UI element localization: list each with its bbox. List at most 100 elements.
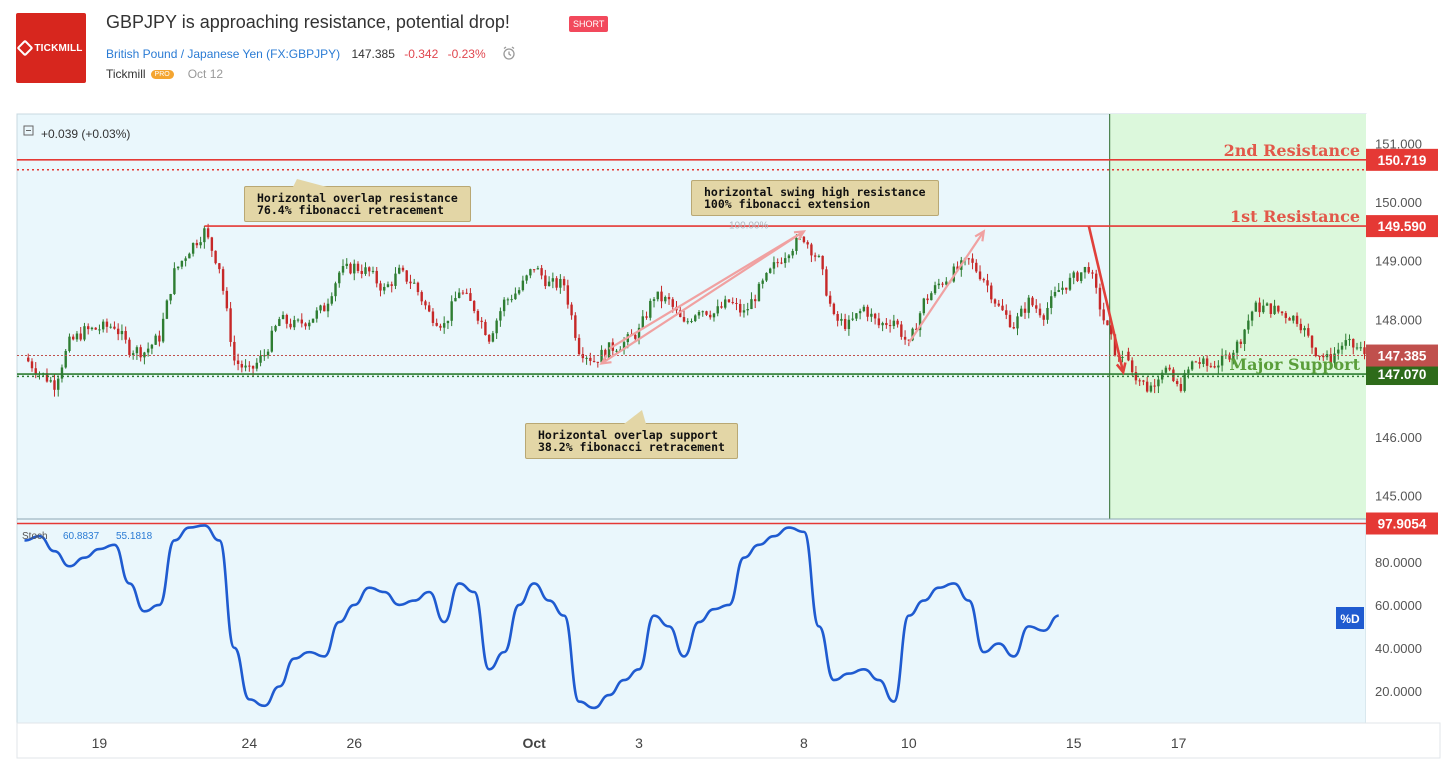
candle-body [1359,347,1362,349]
alarm-clock-icon[interactable] [501,45,517,64]
candle-body [1194,361,1198,363]
candle-body [1254,302,1258,312]
forecast-candles [1127,297,1366,394]
candle-body [195,242,199,246]
author-name[interactable]: Tickmill [106,67,146,81]
candle-body [457,292,461,298]
candle-body [240,363,244,368]
candle-body [334,283,337,297]
candle-body [248,365,251,367]
candle-body [1091,272,1094,274]
candle-body [484,321,487,336]
price-tick-label: 145.000 [1375,489,1422,504]
stoch-label: Stoch [22,531,48,542]
candle-body [128,339,131,355]
fib-extension-arrow-head [974,229,986,242]
candle-body [90,327,94,330]
candle-body [1087,267,1090,273]
candle-body [1035,305,1038,309]
candle-body [570,304,573,316]
candle-body [768,268,772,273]
candle-body [525,275,528,281]
symbol-code[interactable]: (FX:GBPJPY) [266,47,341,61]
candle-body [1299,323,1302,331]
candle-body [765,272,768,281]
candle-body [1175,381,1179,384]
candle-body [1095,273,1098,288]
candle-body [832,303,836,315]
candle-body [697,311,701,316]
candle-body [862,306,866,312]
candle-body [105,321,109,327]
candle-body [113,326,116,329]
candle-body [1318,355,1321,357]
candle-body [982,279,985,281]
candle-body [866,306,869,317]
candle-body [746,309,749,311]
candle-body [1295,315,1299,324]
candle-body [843,318,847,330]
candle-body [821,255,824,270]
stoch-value-k: 60.8837 [63,531,100,542]
candle-body [323,305,326,312]
candle-body [813,255,817,257]
candle-body [634,334,637,339]
candle-body [191,242,195,254]
candle-body [394,273,397,286]
candle-body [1061,287,1064,290]
price-change-pct: -0.23% [447,47,486,61]
candle-body [390,284,393,286]
candle-body [491,333,495,342]
candle-body [469,293,472,301]
candle-body [409,281,412,284]
level-price-tag [1366,344,1438,367]
candle-body [45,373,49,382]
candle-body [709,314,712,318]
candle-body [1157,379,1160,387]
annotation-resistance-overlap: Horizontal overlap resistance 76.4% fibo… [244,179,471,222]
candle-body [251,365,255,369]
candle-body [701,311,704,313]
candle-body [420,292,423,302]
candle-body [1106,320,1109,326]
candle-body [1235,341,1239,353]
candle-body [656,291,659,300]
candle-body [1363,347,1366,355]
drop-arrow [1087,225,1125,373]
candle-body [296,319,300,321]
candle-body [60,367,64,379]
candle-body [263,355,266,357]
candle-body [1314,347,1317,356]
candle-body [1220,355,1224,366]
candle-body [308,322,311,327]
candle-body [724,299,727,308]
candle-body [589,357,592,361]
candle-body [915,328,918,331]
candle-body [109,326,112,328]
candle-body [405,270,408,282]
candle-body [1213,366,1216,368]
time-tick-label: Oct [522,735,546,751]
candle-body [888,325,892,327]
candle-body [1121,356,1124,358]
candle-body [300,319,303,324]
candle-body [694,315,697,322]
candle-body [338,272,341,284]
candle-body [649,300,652,318]
candle-body [450,301,453,321]
candle-body [1337,349,1340,354]
tickmill-logo[interactable]: TICKMILL [16,13,86,83]
candle-body [622,342,626,350]
candle-body [1280,311,1284,314]
candle-body [742,310,746,313]
candle-body [1050,296,1053,308]
stoch-level-label: 97.9054 [1378,516,1427,531]
candle-body [413,282,416,284]
candle-body [86,326,90,330]
candle-body [124,330,127,340]
symbol-name[interactable]: British Pound / Japanese Yen [106,47,263,61]
price-tick-label: 149.000 [1375,254,1422,269]
candle-body [1038,308,1042,316]
candle-body [487,335,491,342]
